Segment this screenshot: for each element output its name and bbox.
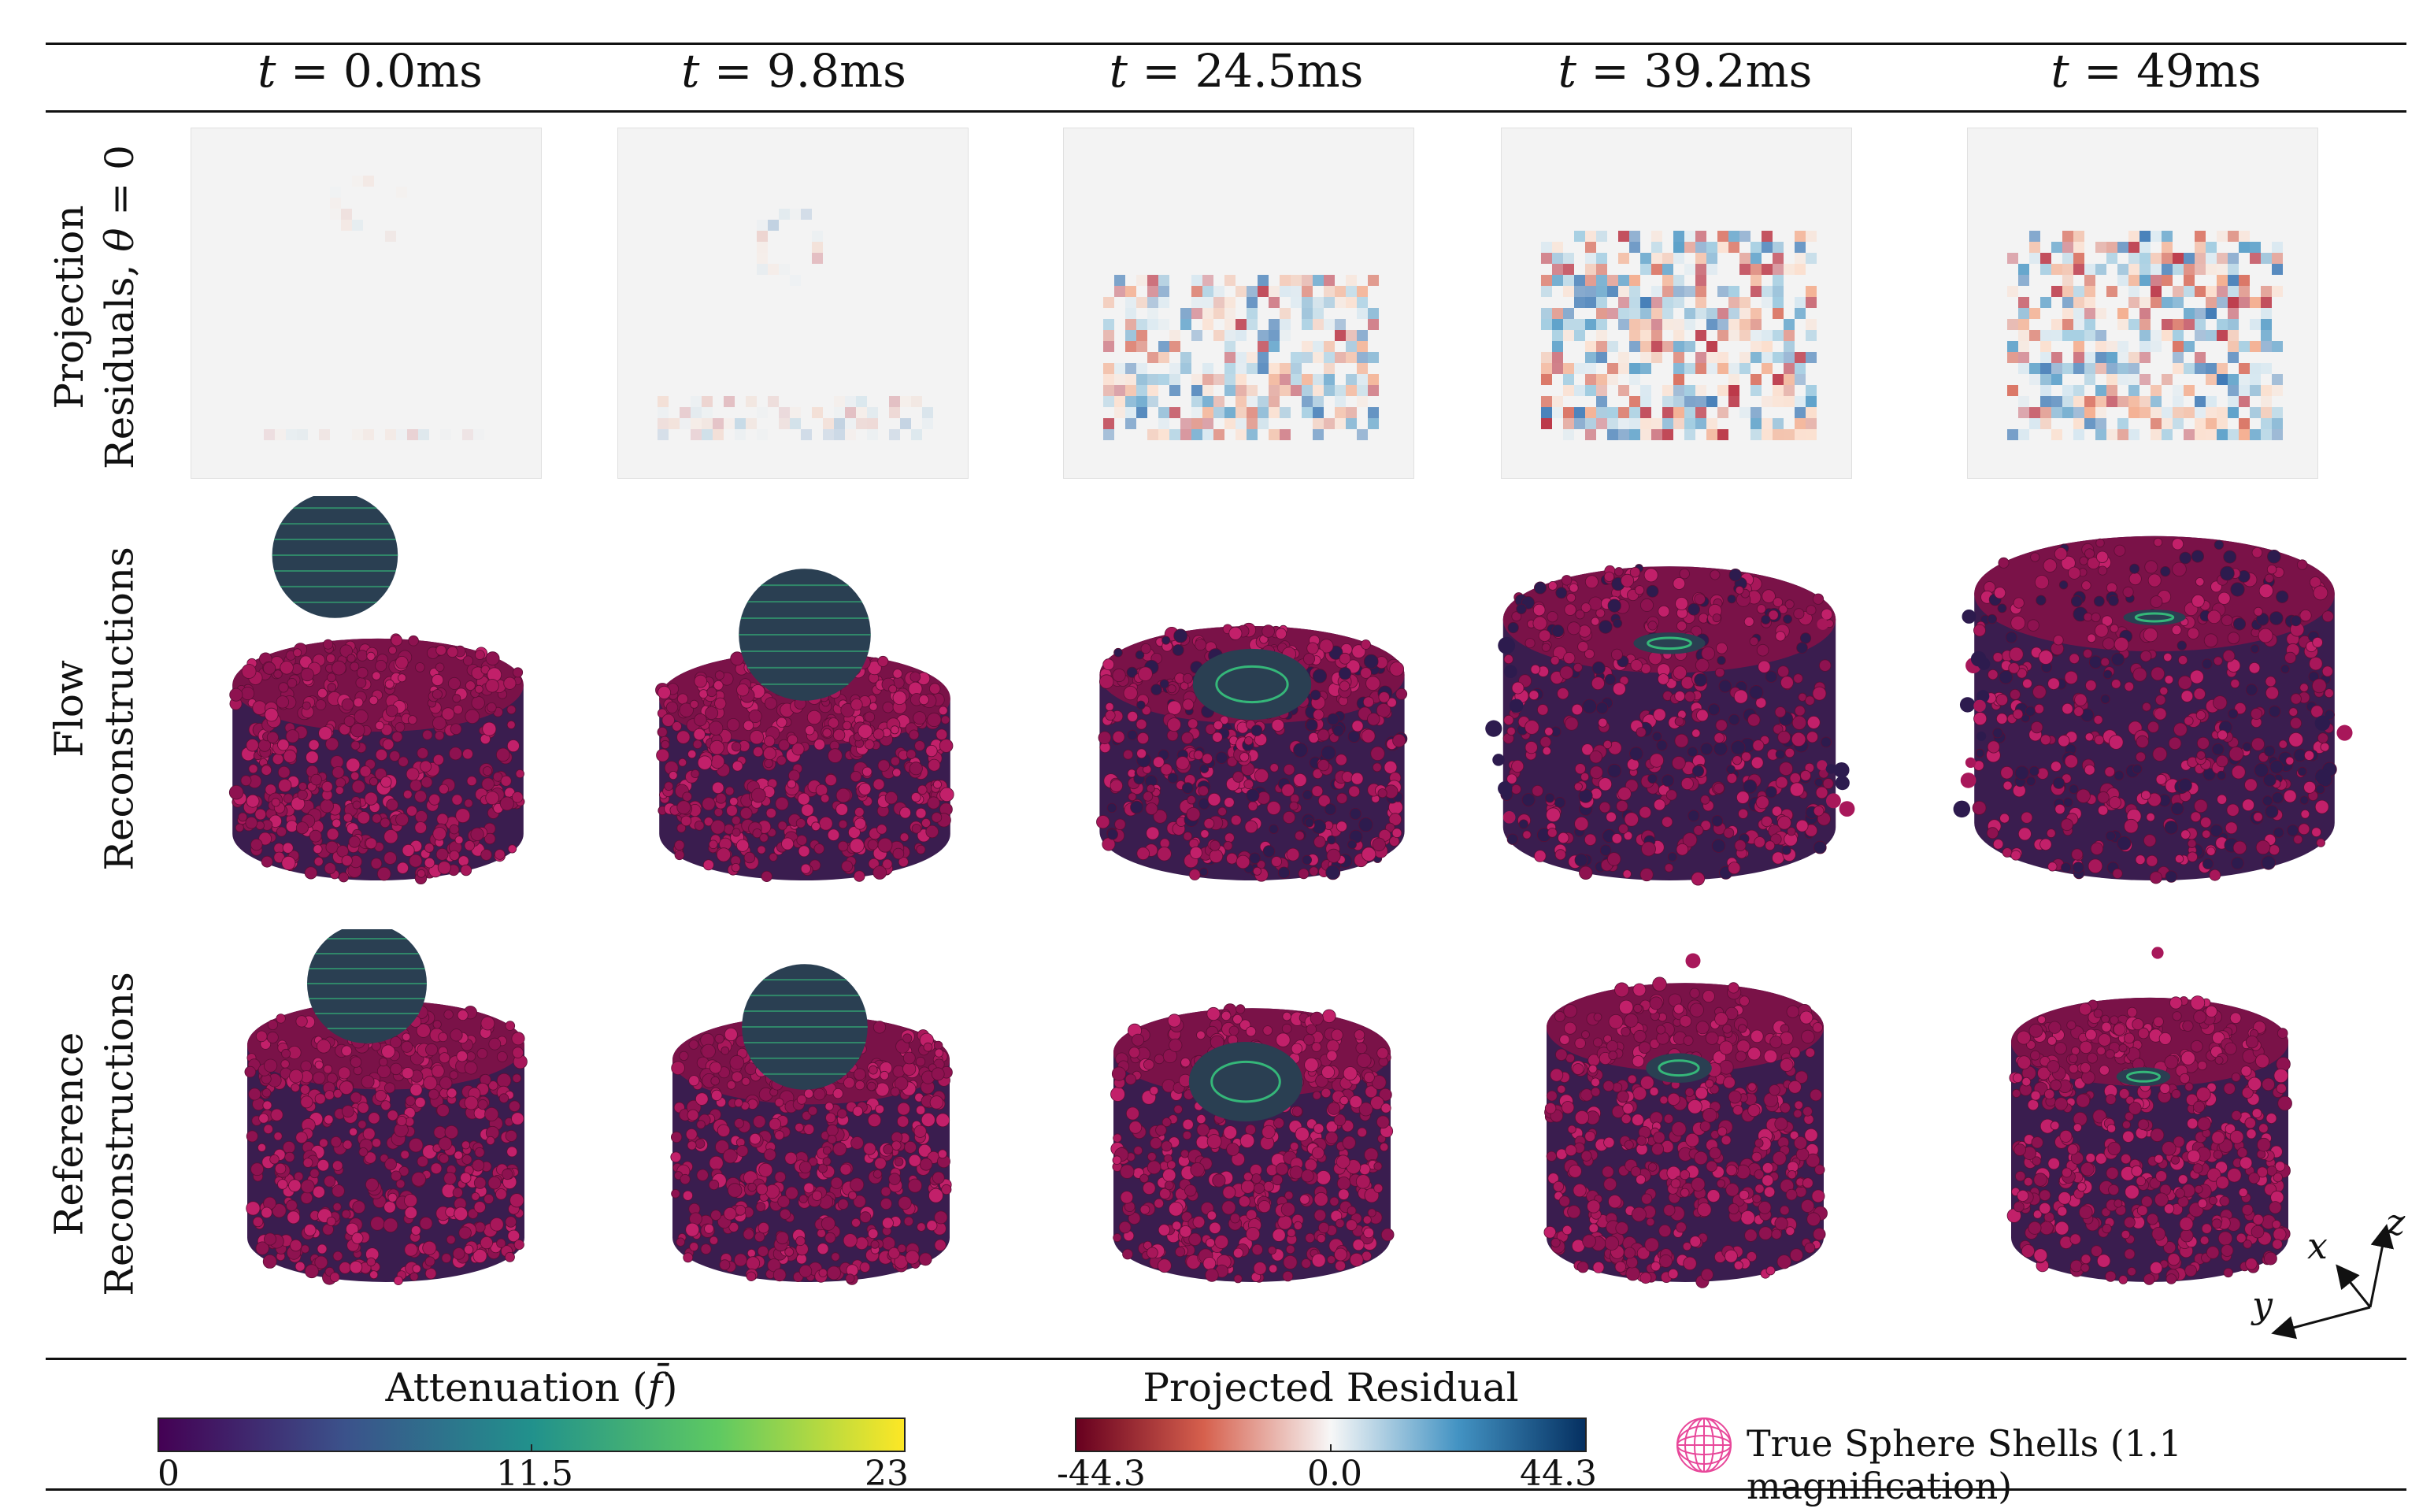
residual-field bbox=[264, 176, 484, 440]
column-title-1: t = 0.0ms bbox=[257, 44, 483, 98]
particle-pack bbox=[670, 1012, 953, 1285]
column-title-5: t = 49ms bbox=[2051, 44, 2262, 98]
residual-field bbox=[1103, 275, 1379, 440]
flow-recon-3 bbox=[1079, 583, 1425, 890]
impactor-sphere bbox=[307, 929, 427, 1043]
flow-recon-5 bbox=[1950, 520, 2359, 890]
particle-pack bbox=[1972, 536, 2337, 884]
impactor-sphere bbox=[1188, 1042, 1303, 1122]
top-rule bbox=[46, 43, 2406, 45]
impactor-sphere bbox=[739, 569, 871, 701]
attenuation-colorbar-title: Attenuation (f̄) bbox=[385, 1365, 678, 1410]
reference-recon-5 bbox=[1992, 945, 2307, 1292]
sphere-shell-legend-label: True Sphere Shells (1.1 magnification) bbox=[1747, 1422, 2182, 1507]
attenuation-tick-0: 0 bbox=[157, 1454, 180, 1494]
residual-tick-zero: 0.0 bbox=[1307, 1454, 1362, 1494]
ejecta-particles bbox=[1953, 609, 2353, 818]
particle-pack bbox=[655, 647, 954, 882]
row-label-reference: Reference Reconstructions bbox=[46, 972, 143, 1296]
particle-pack bbox=[244, 997, 528, 1286]
flow-recon-4 bbox=[1480, 543, 1858, 890]
coordinate-axes-icon bbox=[2271, 1224, 2395, 1340]
impactor-sphere bbox=[1646, 1053, 1712, 1084]
residual-tick-pos: 44.3 bbox=[1520, 1454, 1597, 1494]
ejecta-particles bbox=[1685, 953, 1701, 969]
impactor-sphere bbox=[2116, 1067, 2171, 1087]
residual-field bbox=[2007, 231, 2283, 440]
residual-panel-2 bbox=[617, 128, 969, 479]
particle-pack bbox=[1110, 1003, 1395, 1284]
ejecta-particles bbox=[2151, 947, 2164, 959]
column-title-4: t = 39.2ms bbox=[1558, 44, 1813, 98]
particle-pack bbox=[1096, 622, 1408, 882]
reference-recon-3 bbox=[1095, 1000, 1410, 1292]
residual-panel-3 bbox=[1063, 128, 1414, 479]
bottom-rule bbox=[46, 1488, 2406, 1491]
residual-field bbox=[658, 209, 933, 440]
sphere-shell-legend-icon bbox=[1676, 1418, 1732, 1473]
impactor-sphere bbox=[2123, 610, 2186, 625]
residual-field bbox=[1541, 231, 1817, 440]
residual-tick-mark-mid bbox=[1330, 1444, 1332, 1452]
particle-pack bbox=[228, 633, 525, 885]
particle-pack bbox=[1543, 976, 1828, 1288]
row-label-projection: Projection Residuals, θ = 0 bbox=[46, 145, 143, 469]
row-label-flow: Flow Reconstructions bbox=[46, 547, 143, 871]
ejecta-particles bbox=[1485, 618, 1855, 824]
axis-label-y: y bbox=[2252, 1284, 2273, 1326]
reference-recon-2 bbox=[654, 961, 969, 1292]
axis-label-z: z bbox=[2386, 1201, 2406, 1243]
impactor-sphere bbox=[742, 964, 868, 1090]
attenuation-tick-mark-mid bbox=[531, 1444, 532, 1452]
header-rule bbox=[46, 110, 2406, 113]
flow-recon-1 bbox=[213, 496, 543, 890]
impactor-sphere bbox=[1192, 648, 1312, 721]
column-title-2: t = 9.8ms bbox=[681, 44, 906, 98]
impactor-sphere bbox=[272, 496, 398, 618]
reference-recon-1 bbox=[228, 929, 543, 1292]
particle-pack bbox=[2006, 995, 2292, 1285]
residual-panel-5 bbox=[1967, 128, 2318, 479]
column-title-3: t = 24.5ms bbox=[1109, 44, 1364, 98]
attenuation-tick-23: 23 bbox=[865, 1454, 909, 1494]
flow-recon-2 bbox=[639, 536, 970, 890]
residual-panel-4 bbox=[1501, 128, 1852, 479]
reference-recon-4 bbox=[1528, 953, 1843, 1292]
residual-panel-1 bbox=[191, 128, 542, 479]
residual-colorbar-title: Projected Residual bbox=[1143, 1365, 1519, 1410]
particle-pack bbox=[1500, 564, 1836, 886]
impactor-sphere bbox=[1633, 632, 1706, 654]
attenuation-tick-11-5: 11.5 bbox=[496, 1454, 573, 1494]
residual-tick-neg: -44.3 bbox=[1057, 1454, 1146, 1494]
footer-rule bbox=[46, 1358, 2406, 1360]
axis-label-x: x bbox=[2307, 1225, 2328, 1267]
